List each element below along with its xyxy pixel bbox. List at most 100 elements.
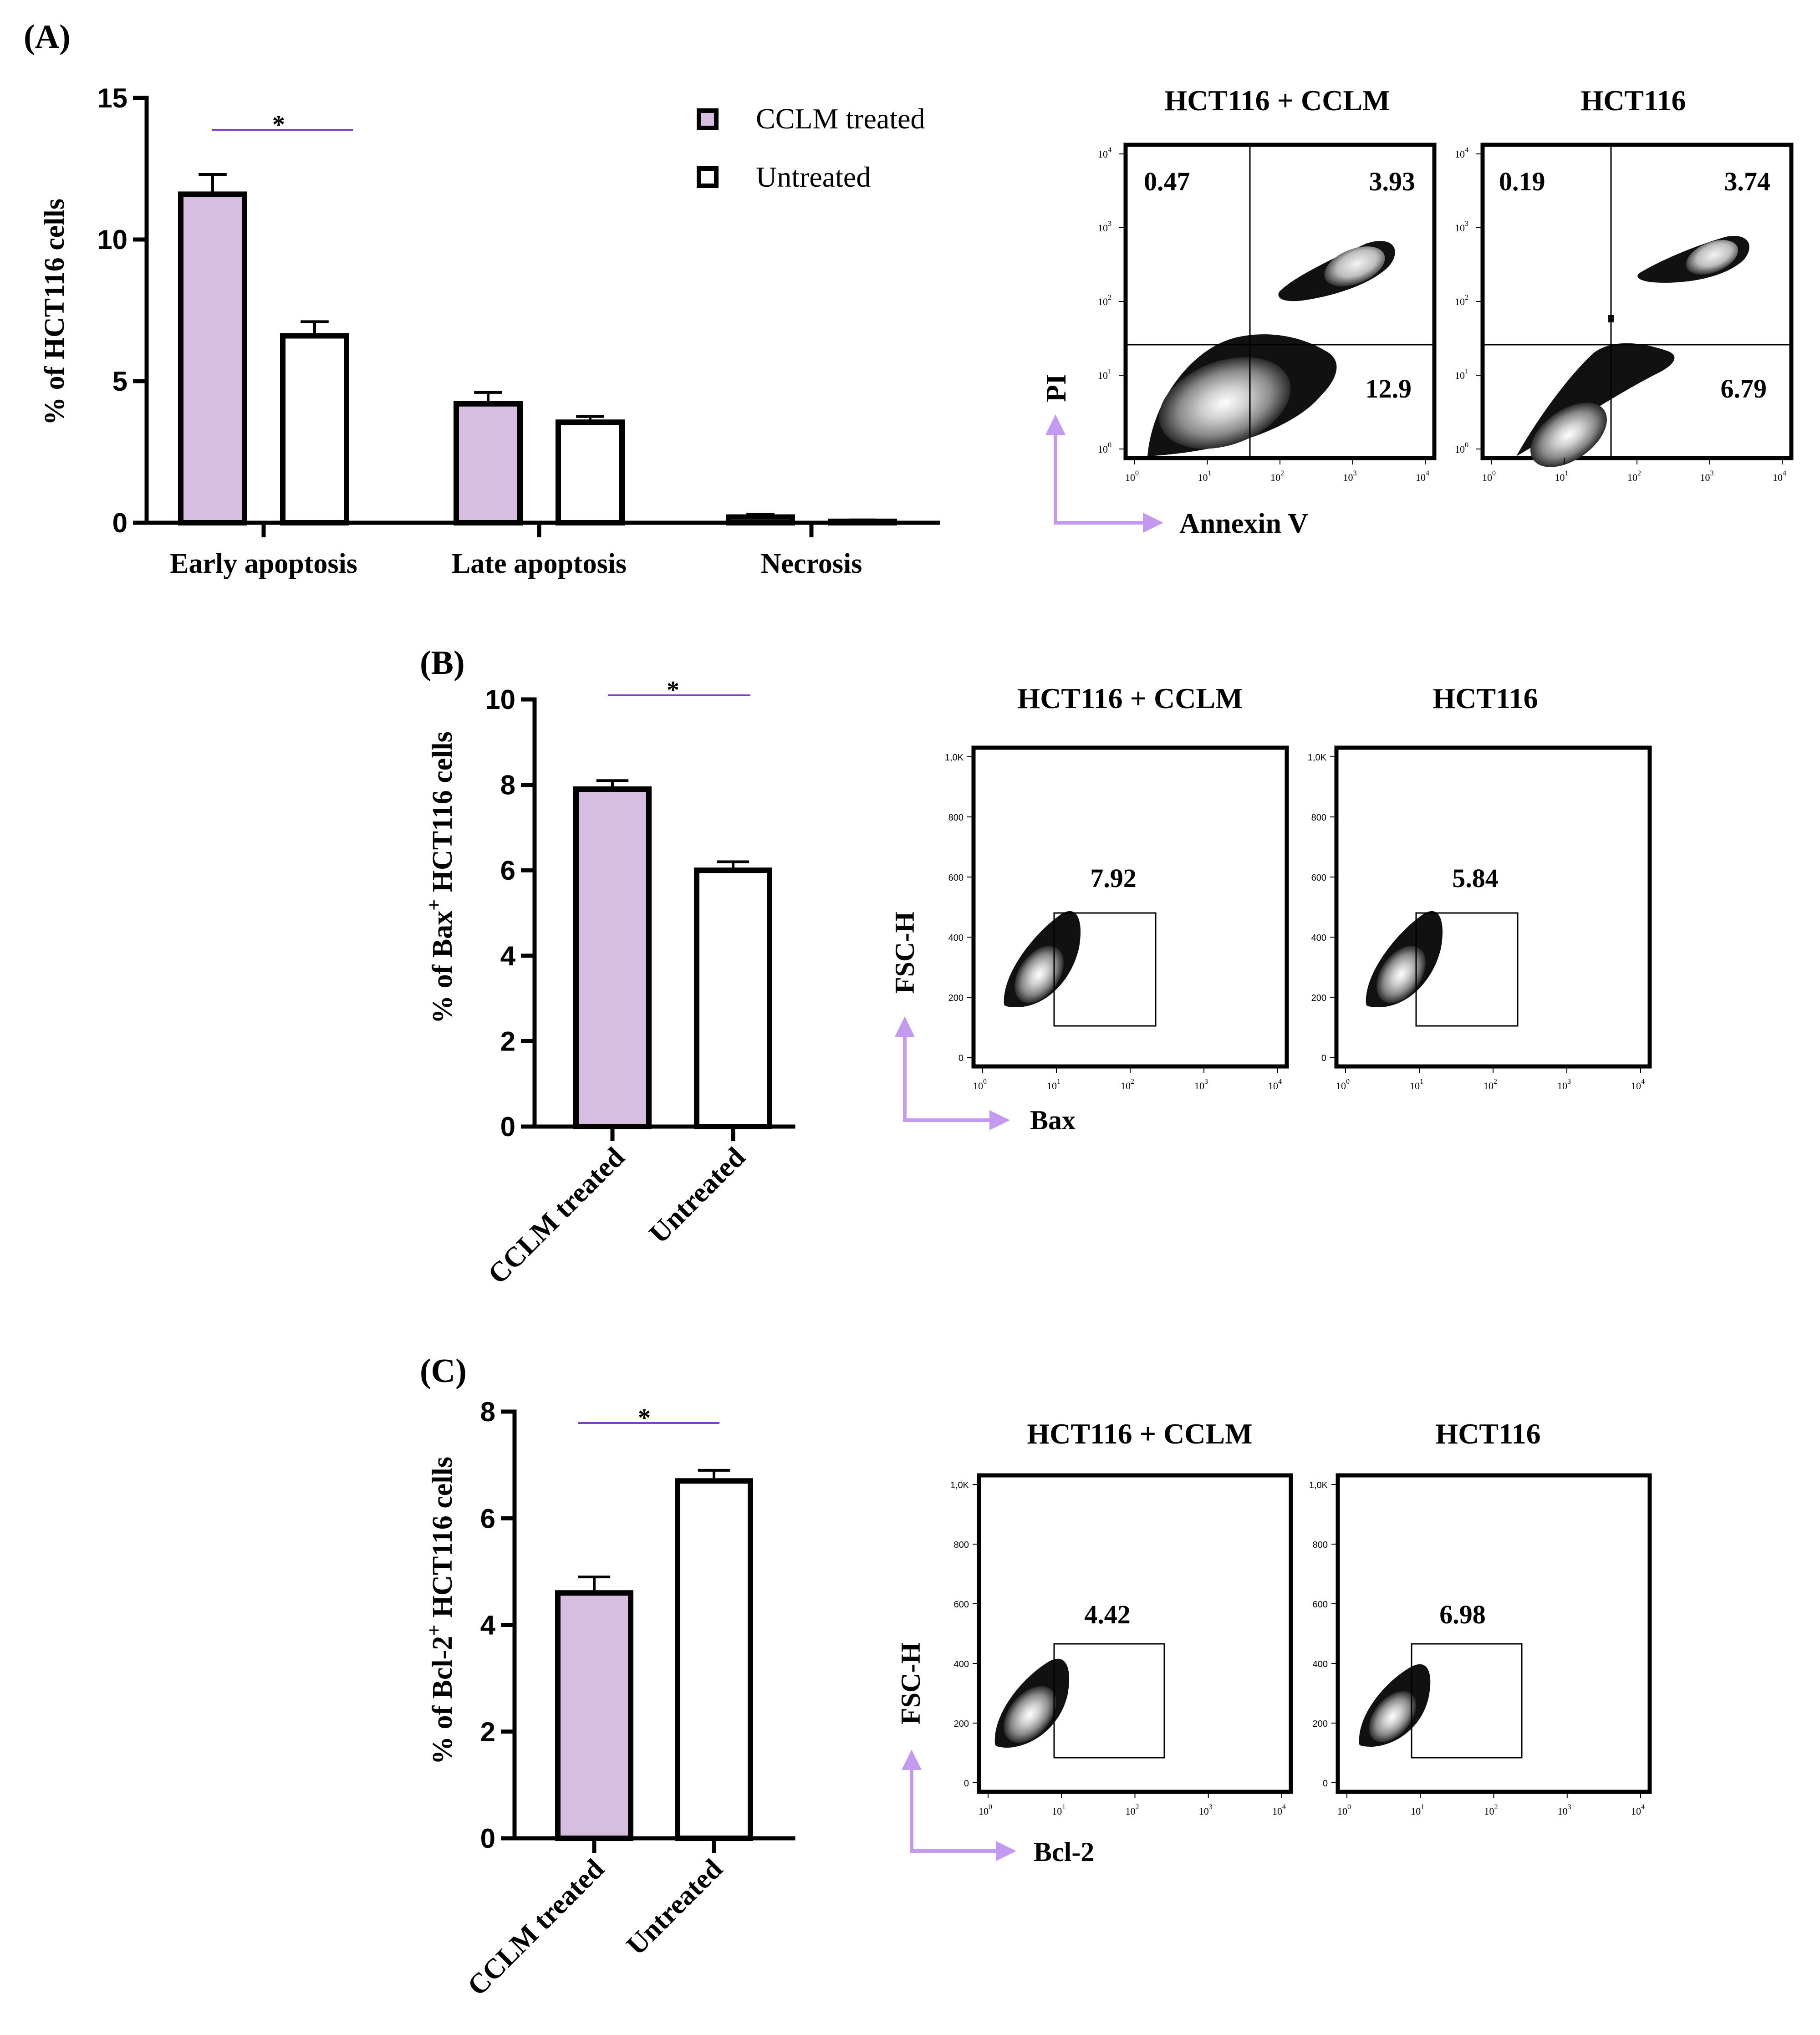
chart-b-ylabel: % of Bax+ HCT116 cells — [423, 731, 458, 1024]
flow-ytick-label: 200 — [948, 993, 964, 1003]
chart-a-yticks: 0 5 10 15 — [97, 83, 147, 538]
flow-a-plot-treated-q-lr: 12.9 — [1366, 374, 1412, 403]
flow-a-plot-treated-q-ur: 3.93 — [1369, 167, 1416, 196]
flow-ytick-label: 1,0K — [945, 753, 964, 763]
flow-ytick-label: 200 — [1311, 993, 1326, 1003]
flow-xtick-label: 103 — [1558, 1803, 1571, 1817]
chart-a-bar-treated-3 — [726, 514, 795, 526]
flow-c-plot-untreated: 6.98 100 101 102 103 104 0 200 400 600 800 1,0K — [1309, 1473, 1652, 1817]
flow-a-plot-untreated-q-ur: 3.74 — [1724, 167, 1771, 196]
legend-swatch-untreated — [697, 166, 719, 188]
flow-b-plot-treated-ticks: 100 101 102 103 104 0 200 400 600 800 1,0K — [945, 753, 1282, 1091]
flow-b-plot-treated-frame — [971, 745, 1289, 1069]
flow-b-plot-untreated-density — [1366, 911, 1443, 1007]
flow-b-plot-untreated: 5.84 100 101 102 103 104 0 200 400 600 800 1,0K — [1308, 745, 1652, 1091]
flow-xtick-label: 104 — [1773, 469, 1786, 483]
flow-a-plot-untreated-q-ul: 0.19 — [1499, 167, 1545, 196]
chart-a-ytick-label: 0 — [112, 508, 127, 538]
chart-b-ytick-label: 4 — [500, 941, 516, 971]
flow-a-plot-treated-q-ul: 0.47 — [1144, 167, 1190, 196]
flow-xtick-label: 101 — [1047, 1078, 1060, 1091]
flow-xtick-label: 103 — [1194, 1078, 1208, 1091]
flow-b-plot-untreated-gate — [1415, 912, 1519, 1027]
flow-ytick-label: 400 — [948, 933, 964, 943]
chart-c-category-label: Untreated — [621, 1853, 729, 1961]
flow-ytick-label: 800 — [948, 813, 964, 823]
flow-ytick-label: 400 — [1311, 933, 1326, 943]
flow-xtick-label: 102 — [1126, 1803, 1139, 1817]
chart-c-ylabel-sup: + — [423, 1625, 445, 1636]
chart-a-category-label: Early apoptosis — [170, 548, 357, 579]
flow-xtick-label: 101 — [1411, 1803, 1424, 1817]
flow-xtick-label: 102 — [1484, 1078, 1497, 1091]
flow-ytick-label: 0 — [1323, 1779, 1328, 1789]
flow-xtick-label: 103 — [1557, 1078, 1571, 1091]
flow-ytick-label: 200 — [1313, 1719, 1328, 1729]
flow-xtick-label: 102 — [1121, 1078, 1134, 1091]
chart-b-bars — [573, 779, 772, 1129]
flow-xtick-label: 104 — [1631, 1803, 1645, 1817]
panel-label-c: (C) — [420, 1352, 467, 1390]
legend-label-untreated: Untreated — [756, 161, 871, 193]
flow-xtick-label: 100 — [973, 1078, 987, 1091]
flow-xtick-label: 103 — [1700, 469, 1714, 483]
chart-a-bar-treated-1 — [178, 191, 247, 526]
flow-xtick-label: 102 — [1484, 1803, 1498, 1817]
flow-xtick-label: 100 — [1336, 1078, 1350, 1091]
chart-b-bar-treated-error-bar — [596, 779, 629, 789]
flow-a-axis-arrows — [1045, 414, 1163, 533]
flow-b: HCT116 + CCLM HCT116 7.92 100 101 102 103 10… — [890, 682, 1652, 1135]
flow-xtick-label: 103 — [1199, 1803, 1213, 1817]
flow-c-title-untreated: HCT116 — [1435, 1418, 1540, 1450]
chart-c-bar-untreated — [675, 1478, 753, 1841]
flow-a-plot-treated-density — [1147, 241, 1395, 456]
chart-b-bar-untreated — [694, 867, 772, 1129]
chart-c-bars — [555, 1469, 753, 1841]
flow-xtick-label: 104 — [1631, 1078, 1645, 1091]
flow-b-plot-treated: 7.92 100 101 102 103 104 0 200 400 600 800 1,0K — [945, 745, 1289, 1091]
flow-c-plot-untreated-density — [1359, 1664, 1431, 1747]
chart-b: % of Bax+ HCT116 cells 0 2 4 6 8 10 CCLM trea… — [423, 676, 795, 1290]
flow-a: HCT116 + CCLM HCT116 0.47 3.93 12.9 100 1… — [1041, 84, 1794, 539]
chart-b-categories: CCLM treated Untreated — [482, 1127, 751, 1290]
flow-c-plot-treated-gate — [1053, 1643, 1165, 1759]
chart-a-category-label: Late apoptosis — [452, 548, 627, 579]
panel-a: (A) % of HCT116 cells 0 5 10 15 Early apopt… — [24, 18, 1794, 579]
flow-a-plot-untreated: 0.19 3.74 6.79 100 101 102 103 1041001011021… — [1455, 143, 1794, 483]
flow-a-plot-untreated-frame — [1480, 143, 1794, 460]
chart-a-legend: CCLM treated Untreated — [697, 102, 925, 193]
flow-ytick-label: 0 — [964, 1779, 969, 1789]
flow-ytick-label: 1,0K — [1308, 753, 1327, 763]
chart-c-bar-treated-error-bar — [578, 1576, 611, 1593]
flow-c-plot-untreated-gate-value: 6.98 — [1439, 1600, 1486, 1629]
flow-ytick-label: 102 — [1455, 294, 1468, 307]
chart-c-bar-treated — [555, 1590, 633, 1841]
chart-c-ylabel: % of Bcl-2+ HCT116 cells — [423, 1457, 458, 1765]
flow-ytick-label: 400 — [954, 1659, 969, 1669]
flow-b-axis-arrows — [895, 1016, 1010, 1130]
chart-c-yticks: 0 2 4 6 8 — [480, 1397, 515, 1854]
flow-c-plot-untreated-ticks: 100 101 102 103 104 0 200 400 600 800 1,0K — [1309, 1480, 1645, 1817]
chart-b-category-label: Untreated — [643, 1142, 751, 1250]
chart-b-ytick-label: 10 — [485, 684, 515, 715]
chart-a-ytick-label: 15 — [97, 83, 127, 113]
flow-ytick-label: 1,0K — [1309, 1480, 1328, 1490]
chart-b-bar-treated — [573, 786, 652, 1129]
flow-a-title-untreated: HCT116 — [1580, 84, 1686, 117]
panel-label-b: (B) — [420, 644, 465, 682]
chart-c-ytick-label: 4 — [480, 1610, 496, 1641]
flow-ytick-label: 600 — [1311, 873, 1326, 883]
chart-b-bar-untreated-error-bar — [717, 860, 749, 871]
chart-b-ytick-label: 2 — [500, 1026, 515, 1056]
chart-c-ytick-label: 0 — [480, 1823, 495, 1854]
chart-a-bar-treated-2-error-bar — [474, 391, 502, 404]
flow-ytick-label: 800 — [954, 1540, 969, 1550]
chart-a-ytick-label: 5 — [112, 366, 127, 397]
flow-ytick-label: 104 — [1098, 146, 1111, 160]
flow-xtick-label: 100 — [1337, 1803, 1351, 1817]
panel-b: (B) % of Bax+ HCT116 cells 0 2 4 6 8 10 CCLM … — [420, 644, 1652, 1290]
flow-b-plot-treated-gate-value: 7.92 — [1090, 863, 1137, 893]
chart-a-bar-untreated-2-error-bar — [576, 415, 604, 423]
flow-ytick-label: 600 — [1313, 1600, 1328, 1610]
